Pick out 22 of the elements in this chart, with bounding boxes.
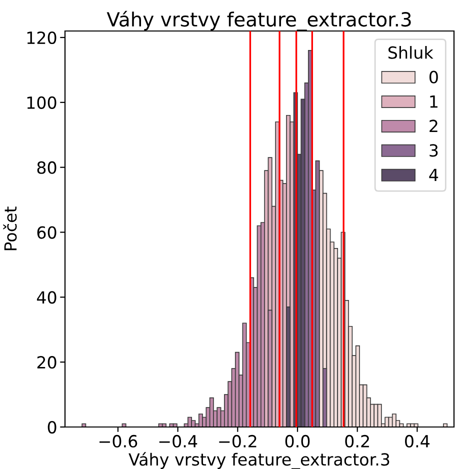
legend-label: 2: [430, 120, 438, 132]
x-tick-label: −0.6: [99, 434, 138, 448]
y-tick-label: 40: [36, 291, 56, 304]
y-tick-label: 100: [27, 96, 56, 109]
x-tick-label: −0.2: [219, 434, 256, 448]
x-axis-title: Váhy vrstvy feature_extractor.3: [128, 452, 390, 469]
legend-label: 1: [430, 95, 438, 108]
y-tick-label: 80: [37, 161, 56, 174]
legend-title: Shluk: [388, 46, 434, 59]
x-tick-label: 0.0: [285, 434, 310, 448]
y-tick-label: 60: [37, 226, 56, 239]
y-tick-label: 120: [27, 31, 56, 44]
legend-label: 3: [430, 144, 438, 157]
chart-title: Váhy vrstvy feature_extractor.3: [106, 10, 411, 31]
y-tick-label: 0: [48, 420, 56, 434]
x-tick-label: −0.4: [159, 434, 198, 448]
x-tick-label: 0.2: [345, 434, 369, 448]
y-axis-title: Počet: [3, 206, 17, 250]
x-tick-label: 0.4: [405, 434, 430, 448]
legend-label: 0: [429, 70, 438, 84]
y-tick-label: 20: [37, 356, 56, 369]
legend-label: 4: [429, 168, 438, 181]
